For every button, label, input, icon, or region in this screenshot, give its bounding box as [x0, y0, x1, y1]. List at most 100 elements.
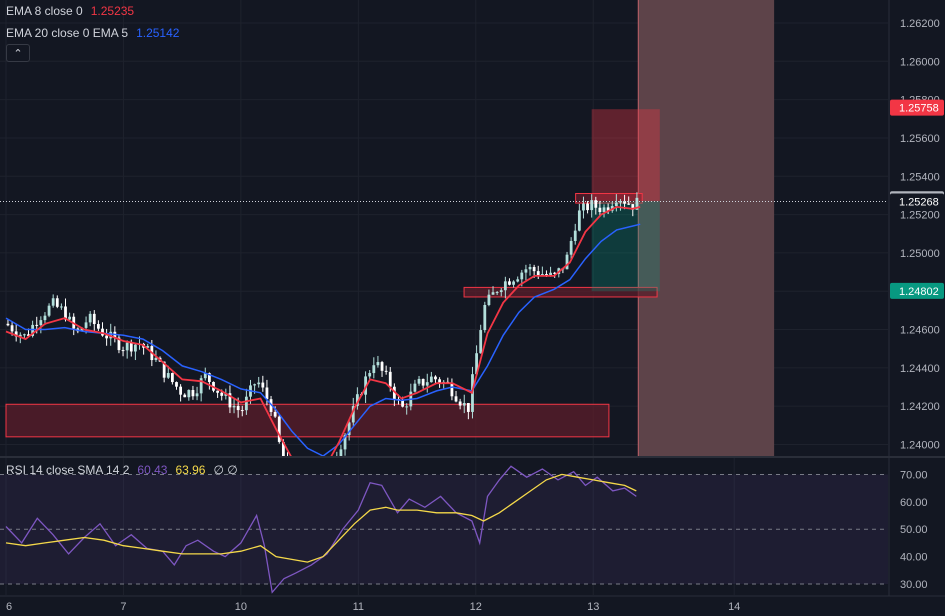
price-label-bg [890, 193, 944, 210]
candle-body [39, 320, 43, 326]
candle-body [590, 200, 594, 211]
candle-body [598, 207, 602, 213]
candle-body [438, 379, 441, 384]
candle-body [483, 304, 487, 331]
candle-body [265, 387, 269, 400]
candle-body [253, 384, 257, 386]
price-tick-label: 1.26200 [900, 18, 940, 30]
time-tick-label: 7 [120, 601, 126, 613]
price-label: 1.24802 [899, 286, 939, 298]
candle-body [43, 315, 47, 321]
supply-demand-zone [575, 193, 643, 204]
candle-body [540, 274, 544, 276]
chevron-up-icon: ⌃ [13, 47, 23, 60]
candle-body [216, 390, 220, 393]
candle-body [232, 405, 236, 408]
price-tick-label: 1.26000 [900, 56, 940, 68]
ema8-label: EMA 8 close 0 [6, 4, 83, 18]
candle-body [59, 306, 63, 308]
ema8-value: 1.25235 [90, 4, 135, 18]
time-tick-label: 13 [587, 601, 599, 613]
candle-body [27, 334, 30, 336]
candle-body [117, 337, 121, 351]
candle-body [372, 365, 376, 374]
candle-body [631, 204, 635, 210]
candle-body [487, 294, 491, 305]
ema20-line [5, 223, 641, 456]
candle-body [376, 362, 380, 366]
candle-body [405, 406, 409, 408]
rsi-tick-label: 50.00 [900, 524, 928, 536]
candle-body [55, 298, 59, 307]
rsi-tick-label: 60.00 [900, 497, 928, 509]
candle-body [450, 382, 454, 397]
candle-body [199, 378, 203, 394]
candle-body [191, 390, 195, 397]
candle-body [10, 325, 14, 332]
price-label-bg [890, 282, 944, 299]
ema20-label: EMA 20 close 0 EMA 5 [6, 26, 129, 40]
candle-body [183, 394, 187, 398]
time-tick-label: 14 [728, 601, 740, 613]
candle-body [512, 281, 515, 285]
candle-body [96, 324, 100, 329]
price-tick-label: 1.25000 [900, 248, 940, 260]
price-tick-label: 1.25200 [900, 210, 940, 222]
rsi-pane [0, 458, 888, 595]
candle-body [51, 298, 55, 306]
ema8-line [5, 205, 641, 456]
candle-body [623, 201, 626, 204]
candle-body [425, 382, 429, 386]
candle-body [101, 328, 104, 336]
candle-body [364, 376, 367, 395]
candle-body [14, 331, 18, 337]
rsi-value: 60.43 [137, 463, 168, 477]
candle-body [355, 394, 359, 407]
candle-body [619, 201, 622, 203]
candle-body [207, 373, 211, 382]
candle-body [68, 316, 72, 320]
candle-body [602, 207, 606, 213]
candle-body [413, 383, 417, 392]
candle-body [491, 292, 495, 295]
candle-body [244, 396, 248, 411]
candle-body [524, 269, 528, 273]
position-target-area [591, 201, 660, 292]
candle-body [458, 401, 462, 406]
candle-body [162, 361, 166, 378]
candle-body [380, 362, 384, 371]
candle-body [220, 392, 224, 396]
candle-body [549, 272, 552, 276]
candle-body [569, 240, 573, 255]
candle-body [586, 203, 589, 211]
candle-body [187, 390, 191, 398]
candle-body [606, 207, 610, 211]
candle-body [195, 393, 199, 397]
future-range-shade [638, 0, 775, 456]
candle-body [31, 324, 35, 336]
supply-demand-zone [5, 403, 610, 438]
ema20-legend: EMA 20 close 0 EMA 5 1.25142 [6, 26, 179, 40]
candle-body [462, 402, 466, 406]
price-tick-label: 1.25600 [900, 133, 940, 145]
candle-body [240, 410, 244, 412]
candle-body [520, 272, 524, 280]
rsi-legend: RSI 14 close SMA 14 2 60.43 63.96 ∅ ∅ [6, 463, 238, 477]
candle-body [421, 378, 425, 386]
candle-body [277, 416, 281, 442]
position-stop-area [591, 109, 660, 202]
candle-body [80, 327, 84, 332]
candle-body [635, 197, 639, 210]
candle-body [553, 272, 557, 274]
candle-body [47, 305, 51, 316]
candle-body [133, 344, 137, 352]
collapse-legend-button[interactable]: ⌃ [6, 44, 30, 62]
candle-body [351, 406, 355, 423]
rsi-extra-value: ∅ ∅ [213, 463, 238, 477]
candle-body [146, 346, 150, 348]
candle-body [384, 370, 388, 372]
time-tick-label: 11 [353, 601, 364, 613]
candle-body [261, 382, 265, 388]
